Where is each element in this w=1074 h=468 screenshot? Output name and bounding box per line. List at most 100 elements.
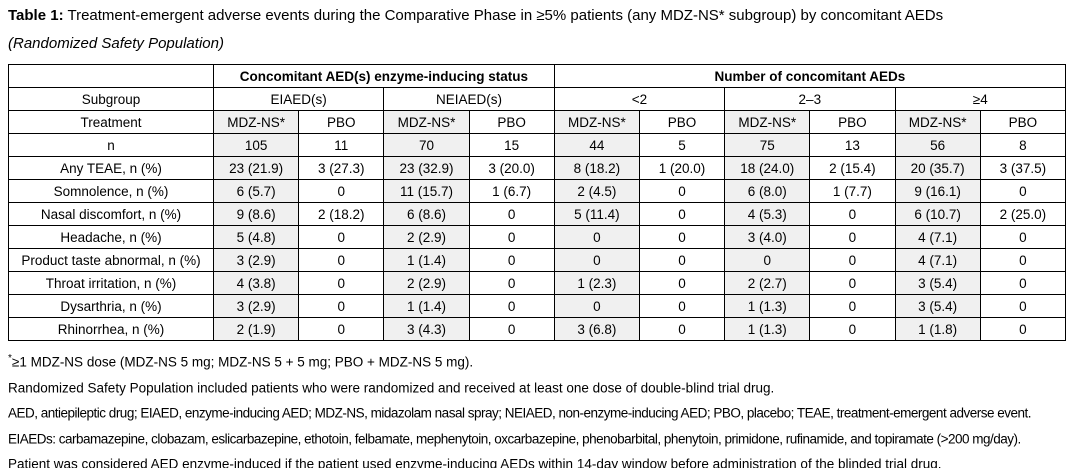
value-cell: 0 [298, 179, 385, 203]
value-cell: 23 (32.9) [383, 156, 470, 180]
value-cell: 18 (24.0) [724, 156, 811, 180]
value-cell: 2 (15.4) [809, 156, 896, 180]
value-cell: 8 (18.2) [553, 156, 640, 180]
subgroup-ge4: ≥4 [894, 87, 1066, 111]
value-cell: 1 (1.3) [724, 294, 811, 318]
treatment-cell: MDZ-NS* [894, 110, 981, 134]
treatment-row-label: Treatment [8, 110, 214, 134]
value-cell: 6 (10.7) [894, 202, 981, 226]
footnote-dose: *≥1 MDZ-NS dose (MDZ-NS 5 mg; MDZ-NS 5 +… [8, 353, 474, 370]
value-cell: 3 (2.9) [212, 248, 300, 272]
value-cell: 2 (2.7) [724, 271, 811, 295]
value-cell: 1 (1.8) [894, 317, 981, 341]
table-row: Somnolence, n (%) 6 (5.7) 0 11 (15.7) 1 (6.7… [8, 179, 1067, 203]
caption-text: Treatment-emergent adverse events during… [63, 7, 944, 24]
footnotes: *≥1 MDZ-NS dose (MDZ-NS 5 mg; MDZ-NS 5 +… [8, 348, 1066, 468]
value-cell: 0 [468, 225, 555, 249]
value-cell: 0 [809, 202, 896, 226]
table-row: Headache, n (%) 5 (4.8) 0 2 (2.9) 0 0 0 3 (4.0)… [8, 225, 1067, 249]
value-cell: 3 (27.3) [298, 156, 385, 180]
value-cell: 0 [638, 294, 726, 318]
row-label: Nasal discomfort, n (%) [8, 202, 214, 226]
adverse-events-table: Concomitant AED(s) enzyme-inducing statu… [8, 64, 1067, 341]
value-cell: 6 (8.0) [724, 179, 811, 203]
treatment-cell: MDZ-NS* [724, 110, 811, 134]
treatment-cell: PBO [298, 110, 385, 134]
table-row: Any TEAE, n (%) 23 (21.9) 3 (27.3) 23 (32.9… [8, 156, 1067, 180]
caption-population: (Randomized Safety Population) [8, 35, 224, 52]
value-cell: 0 [979, 225, 1067, 249]
table-caption: Table 1: Treatment-emergent adverse even… [8, 7, 1066, 53]
value-cell: 0 [638, 248, 726, 272]
table-row: Product taste abnormal, n (%) 3 (2.9) 0 1 (… [8, 248, 1067, 272]
value-cell: 0 [468, 317, 555, 341]
value-cell: 3 (6.8) [553, 317, 640, 341]
treatment-cell: PBO [638, 110, 726, 134]
value-cell: 5 (4.8) [212, 225, 300, 249]
value-cell: 0 [979, 248, 1067, 272]
value-cell: 4 (7.1) [894, 248, 981, 272]
table-number-label: Table 1: [8, 7, 64, 24]
value-cell: 5 (11.4) [553, 202, 640, 226]
treatment-cell: PBO [979, 110, 1067, 134]
value-cell: 0 [298, 294, 385, 318]
table-row: n 105 11 70 15 44 5 75 13 56 8 [8, 133, 1067, 157]
value-cell: 5 [638, 133, 726, 157]
value-cell: 105 [212, 133, 300, 157]
value-cell: 0 [638, 271, 726, 295]
value-cell: 0 [809, 271, 896, 295]
value-cell: 0 [638, 202, 726, 226]
value-cell: 2 (25.0) [979, 202, 1067, 226]
subgroup-row-label: Subgroup [8, 87, 214, 111]
value-cell: 1 (6.7) [468, 179, 555, 203]
value-cell: 0 [298, 271, 385, 295]
value-cell: 3 (20.0) [468, 156, 555, 180]
value-cell: 0 [468, 248, 555, 272]
table-row: Dysarthria, n (%) 3 (2.9) 0 1 (1.4) 0 0 0 1 (1.… [8, 294, 1067, 318]
value-cell: 2 (2.9) [383, 271, 470, 295]
value-cell: 0 [553, 248, 640, 272]
row-label: Any TEAE, n (%) [8, 156, 214, 180]
subgroup-neiaed: NEIAED(s) [383, 87, 555, 111]
value-cell: 1 (1.3) [724, 317, 811, 341]
value-cell: 3 (4.0) [724, 225, 811, 249]
value-cell: 70 [383, 133, 470, 157]
treatment-cell: PBO [809, 110, 896, 134]
value-cell: 3 (5.4) [894, 294, 981, 318]
value-cell: 9 (8.6) [212, 202, 300, 226]
row-label: Headache, n (%) [8, 225, 214, 249]
value-cell: 2 (18.2) [298, 202, 385, 226]
value-cell: 0 [979, 179, 1067, 203]
value-cell: 56 [894, 133, 981, 157]
value-cell: 0 [468, 202, 555, 226]
value-cell: 0 [724, 248, 811, 272]
value-cell: 0 [468, 294, 555, 318]
value-cell: 2 (4.5) [553, 179, 640, 203]
value-cell: 4 (5.3) [724, 202, 811, 226]
value-cell: 0 [468, 271, 555, 295]
row-label: Somnolence, n (%) [8, 179, 214, 203]
value-cell: 15 [468, 133, 555, 157]
value-cell: 2 (1.9) [212, 317, 300, 341]
treatment-cell: MDZ-NS* [383, 110, 470, 134]
value-cell: 75 [724, 133, 811, 157]
value-cell: 0 [979, 294, 1067, 318]
row-label: Product taste abnormal, n (%) [8, 248, 214, 272]
group-header-number-aeds: Number of concomitant AEDs [553, 64, 1067, 88]
value-cell: 13 [809, 133, 896, 157]
value-cell: 0 [553, 294, 640, 318]
value-cell: 3 (4.3) [383, 317, 470, 341]
value-cell: 11 (15.7) [383, 179, 470, 203]
subgroup-eiaed: EIAED(s) [212, 87, 385, 111]
value-cell: 0 [638, 317, 726, 341]
value-cell: 6 (5.7) [212, 179, 300, 203]
value-cell: 0 [298, 225, 385, 249]
table-row: Throat irritation, n (%) 4 (3.8) 0 2 (2.9) 0… [8, 271, 1067, 295]
asterisk-marker: * [8, 353, 12, 364]
value-cell: 1 (20.0) [638, 156, 726, 180]
treatment-cell: MDZ-NS* [553, 110, 640, 134]
group-header-enzyme-status: Concomitant AED(s) enzyme-inducing statu… [213, 64, 555, 88]
subgroup-2to3: 2–3 [724, 87, 896, 111]
value-cell: 0 [809, 317, 896, 341]
value-cell: 23 (21.9) [212, 156, 300, 180]
